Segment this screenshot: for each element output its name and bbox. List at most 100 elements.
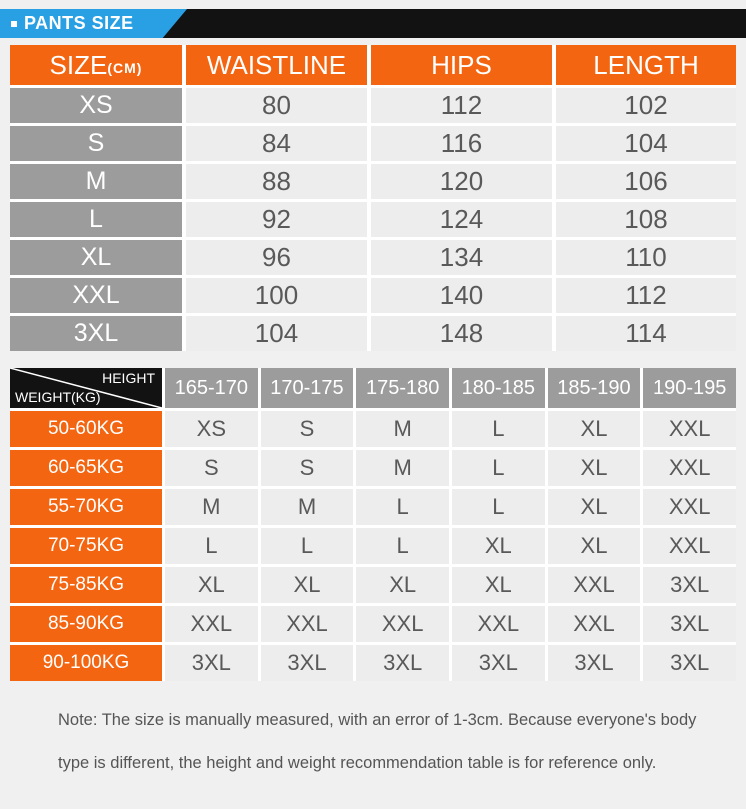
recommended-size: 3XL xyxy=(165,645,258,681)
size-row-label: XL xyxy=(10,240,182,275)
size-table: SIZE (CM) WAISTLINE HIPS LENGTH XS 80 11… xyxy=(10,45,736,351)
diagonal-divider xyxy=(10,368,162,408)
height-column-header: 170-175 xyxy=(260,368,354,408)
size-header-unit: (CM) xyxy=(107,60,143,76)
size-table-header-size: SIZE (CM) xyxy=(10,45,182,85)
length-value: 106 xyxy=(556,164,736,199)
recommended-size: XL xyxy=(451,528,545,564)
length-value: 104 xyxy=(556,126,736,161)
recommended-size: M xyxy=(165,489,258,525)
length-value: 108 xyxy=(556,202,736,237)
size-row-label: XXL xyxy=(10,278,182,313)
waistline-value: 92 xyxy=(186,202,367,237)
recommended-size: XXL xyxy=(643,528,736,564)
title-ribbon: PANTS SIZE xyxy=(0,9,187,38)
hips-value: 140 xyxy=(371,278,552,313)
corner-height-label: HEIGHT xyxy=(102,370,155,386)
recommended-size: S xyxy=(260,411,354,447)
recommended-size: 3XL xyxy=(643,567,736,603)
height-column-header: 165-170 xyxy=(165,368,258,408)
size-row-label: M xyxy=(10,164,182,199)
waistline-value: 80 xyxy=(186,88,367,123)
recommended-size: L xyxy=(165,528,258,564)
weight-row-label: 50-60KG xyxy=(10,411,162,447)
hips-value: 134 xyxy=(371,240,552,275)
note-line-1: Note: The size is manually measured, wit… xyxy=(58,711,697,729)
recommended-size: XL xyxy=(547,528,641,564)
recommended-size: 3XL xyxy=(643,606,736,642)
recommended-size: XXL xyxy=(643,450,736,486)
bullet-square-icon xyxy=(11,20,17,27)
recommended-size: XXL xyxy=(260,606,354,642)
recommended-size: XXL xyxy=(643,411,736,447)
length-value: 110 xyxy=(556,240,736,275)
size-row-label: 3XL xyxy=(10,316,182,351)
recommended-size: XS xyxy=(165,411,258,447)
waistline-value: 104 xyxy=(186,316,367,351)
hips-value: 112 xyxy=(371,88,552,123)
weight-row-label: 60-65KG xyxy=(10,450,162,486)
recommended-size: XL xyxy=(356,567,449,603)
size-table-header-waistline: WAISTLINE xyxy=(186,45,367,85)
corner-weight-label: WEIGHT(KG) xyxy=(15,389,101,405)
section-title: PANTS SIZE xyxy=(24,13,134,33)
height-column-header: 190-195 xyxy=(643,368,736,408)
recommended-size: XL xyxy=(547,411,641,447)
recommended-size: XXL xyxy=(451,606,545,642)
recommended-size: L xyxy=(260,528,354,564)
recommended-size: XXL xyxy=(547,567,641,603)
recommended-size: XL xyxy=(451,567,545,603)
weight-row-label: 85-90KG xyxy=(10,606,162,642)
recommended-size: XXL xyxy=(643,489,736,525)
height-column-header: 185-190 xyxy=(547,368,641,408)
size-table-header-hips: HIPS xyxy=(371,45,552,85)
weight-row-label: 70-75KG xyxy=(10,528,162,564)
length-value: 102 xyxy=(556,88,736,123)
recommended-size: 3XL xyxy=(451,645,545,681)
size-row-label: XS xyxy=(10,88,182,123)
size-table-header-length: LENGTH xyxy=(556,45,736,85)
waistline-value: 84 xyxy=(186,126,367,161)
weight-row-label: 90-100KG xyxy=(10,645,162,681)
recommended-size: 3XL xyxy=(260,645,354,681)
recommended-size: XL xyxy=(547,489,641,525)
waistline-value: 96 xyxy=(186,240,367,275)
height-column-header: 175-180 xyxy=(356,368,449,408)
recommended-size: L xyxy=(451,450,545,486)
section-title-bar: PANTS SIZE xyxy=(0,9,746,38)
length-value: 114 xyxy=(556,316,736,351)
recommended-size: 3XL xyxy=(356,645,449,681)
recommended-size: M xyxy=(356,450,449,486)
hips-value: 116 xyxy=(371,126,552,161)
size-row-label: S xyxy=(10,126,182,161)
waistline-value: 100 xyxy=(186,278,367,313)
weight-row-label: 75-85KG xyxy=(10,567,162,603)
hips-value: 120 xyxy=(371,164,552,199)
weight-row-label: 55-70KG xyxy=(10,489,162,525)
recommended-size: L xyxy=(451,411,545,447)
note-line-2: type is different, the height and weight… xyxy=(58,754,657,772)
size-row-label: L xyxy=(10,202,182,237)
recommended-size: S xyxy=(165,450,258,486)
height-column-header: 180-185 xyxy=(451,368,545,408)
recommended-size: L xyxy=(356,489,449,525)
recommended-size: L xyxy=(451,489,545,525)
recommended-size: 3XL xyxy=(643,645,736,681)
note-text: Note: The size is manually measured, wit… xyxy=(58,711,706,773)
waistline-value: 88 xyxy=(186,164,367,199)
corner-header-cell: HEIGHT WEIGHT(KG) xyxy=(10,368,162,408)
recommended-size: XL xyxy=(260,567,354,603)
recommended-size: XXL xyxy=(356,606,449,642)
pants-size-panel: PANTS SIZE SIZE (CM) WAISTLINE HIPS LENG… xyxy=(0,9,746,773)
length-value: 112 xyxy=(556,278,736,313)
recommended-size: L xyxy=(356,528,449,564)
hips-value: 148 xyxy=(371,316,552,351)
hips-value: 124 xyxy=(371,202,552,237)
recommended-size: XXL xyxy=(547,606,641,642)
size-header-label: SIZE xyxy=(49,49,108,80)
recommended-size: M xyxy=(260,489,354,525)
recommended-size: 3XL xyxy=(547,645,641,681)
recommended-size: S xyxy=(260,450,354,486)
height-weight-table: HEIGHT WEIGHT(KG) 165-170 170-175 175-18… xyxy=(10,368,736,681)
recommended-size: XL xyxy=(547,450,641,486)
